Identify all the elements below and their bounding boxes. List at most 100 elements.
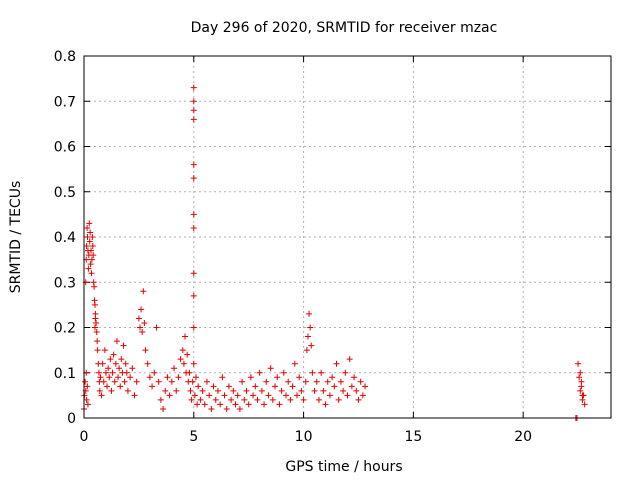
data-point [250,392,257,399]
data-point [219,374,226,381]
data-point [83,396,90,403]
x-tick-label: 20 [514,429,532,445]
data-point [269,396,276,403]
data-point [353,387,360,394]
data-point [195,383,202,390]
data-point [342,369,349,376]
data-point [272,383,279,390]
y-axis-label: SRMTID / TECUs [8,181,24,294]
data-point [234,392,241,399]
data-point [168,378,175,385]
data-point [203,378,210,385]
data-point [117,383,124,390]
data-point [190,84,197,91]
data-point [102,369,109,376]
data-point [192,374,199,381]
data-point [300,396,307,403]
data-point [122,360,129,367]
chart-title: Day 296 of 2020, SRMTID for receiver mza… [191,20,498,36]
data-point [98,392,105,399]
data-point [129,365,136,372]
data-point [309,369,316,376]
data-point [111,378,118,385]
data-point [112,360,119,367]
data-point [329,374,336,381]
data-point [258,387,265,394]
data-point [89,234,96,240]
data-point [190,224,197,231]
data-point [223,405,230,412]
data-point [99,360,106,367]
data-point [318,369,325,376]
data-point [86,220,93,227]
data-point [93,319,100,326]
data-point [97,374,104,381]
data-point [155,378,162,385]
data-point [124,387,131,394]
data-point [326,392,333,399]
data-point [575,360,582,367]
data-point [164,374,171,381]
data-point [190,107,197,114]
data-point [324,378,331,385]
data-point [190,292,197,299]
data-points [81,84,588,421]
data-point [123,369,130,376]
data-point [144,360,151,367]
data-point [189,378,196,385]
data-point [256,369,263,376]
data-point [304,333,311,340]
data-point [208,405,215,412]
data-point [187,387,194,394]
data-point [276,401,283,408]
data-point [285,378,292,385]
data-point [87,261,94,268]
data-point [303,347,310,354]
data-point [362,383,369,390]
data-point [127,374,134,381]
data-point [88,270,95,277]
data-point [90,252,97,259]
y-tick-label: 0.4 [54,230,76,246]
data-point [194,401,201,408]
data-point [214,387,221,394]
x-axis-label: GPS time / hours [285,459,402,475]
data-point [89,243,96,250]
data-point [239,378,246,385]
data-point [210,383,217,390]
data-point [348,383,355,390]
x-tick-label: 15 [404,429,422,445]
x-tick-label: 0 [80,429,89,445]
axis-ticks: 0 0.1 0.2 0.3 0.4 0.5 0.6 0.7 0.8 0 5 10 15 20 [54,49,611,445]
data-point [351,374,358,381]
data-point [577,369,584,376]
data-point [173,387,180,394]
data-point [135,315,142,322]
data-point [182,333,189,340]
y-tick-label: 0.5 [54,185,76,201]
data-point [160,405,167,412]
data-point [346,356,353,363]
data-point [302,378,309,385]
data-point [91,283,98,290]
data-point [191,392,198,399]
data-point [228,396,235,403]
data-point [331,383,338,390]
data-point [199,387,206,394]
data-point [151,369,158,376]
data-point [190,211,197,218]
data-point [94,347,101,354]
data-point [139,329,146,336]
data-point [149,383,156,390]
data-point [581,401,588,408]
data-point [171,365,178,372]
data-point [190,175,197,182]
data-point [190,270,197,277]
data-point [311,387,318,394]
data-point [190,360,197,367]
data-point [85,265,92,272]
data-point [177,356,184,363]
data-point [254,396,261,403]
